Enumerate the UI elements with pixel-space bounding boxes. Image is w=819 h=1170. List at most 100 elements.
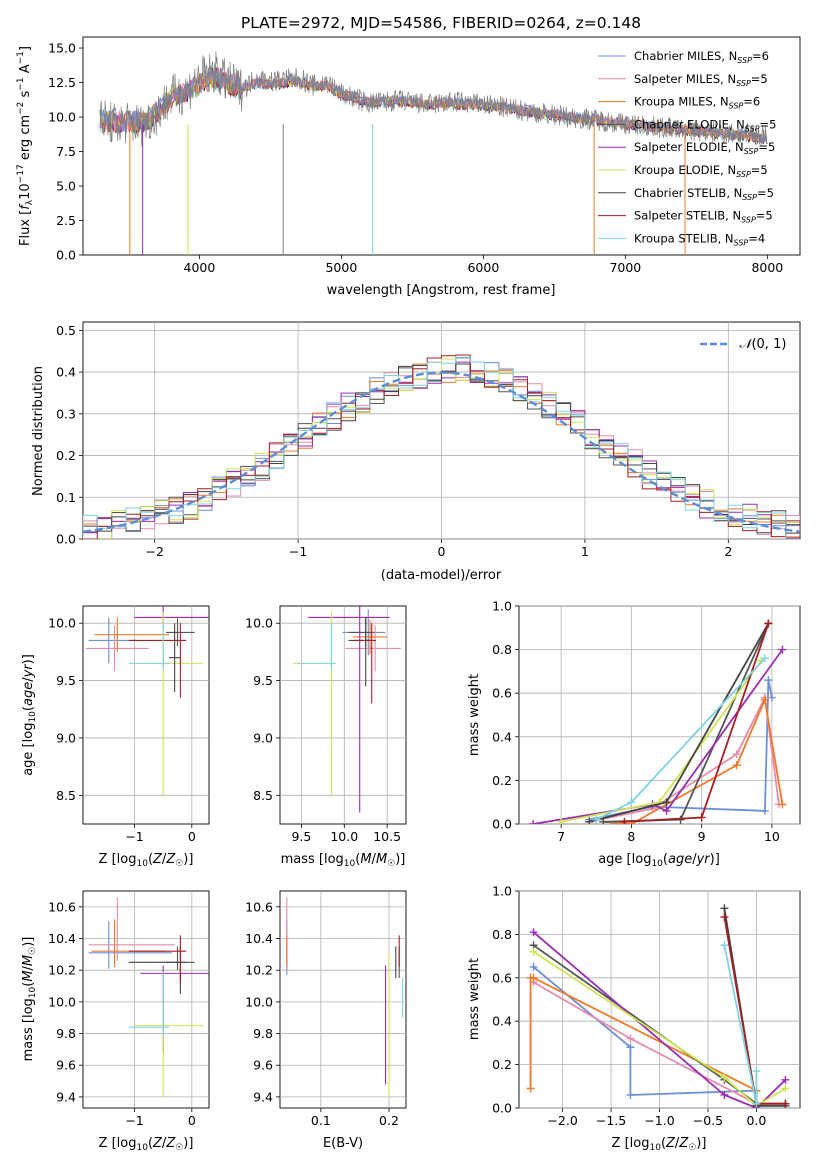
- mass-weight-marker: [592, 815, 601, 824]
- mass-weight-marker: [529, 820, 538, 824]
- mass-weight-vs-z-panel: −2.0 −1.5 −1.0 −0.5 0.0 0.0 0.2 0.4 0.6 0.8 1.0 Z …: [467, 884, 801, 1153]
- mass-weight-marker: [720, 941, 729, 950]
- mass-weight-marker: [760, 695, 769, 704]
- x-tick-label: 9: [698, 829, 706, 844]
- y-tick-label: 5.0: [56, 179, 76, 194]
- y-tick-label: 1.0: [492, 884, 512, 899]
- y-tick-label: 9.0: [253, 730, 273, 745]
- x-tick-label: −2.0: [547, 1113, 577, 1128]
- legend-entry-label: Salpeter MILES, NSSP=5: [634, 72, 768, 88]
- mass-weight-line: [723, 908, 786, 1107]
- mass-vs-z-ylabel: mass [log10(M/M☉)]: [21, 937, 38, 1062]
- y-tick-label: 0.1: [56, 490, 76, 505]
- mass-weight-marker: [529, 928, 538, 937]
- errorbar-point: [345, 625, 401, 672]
- errorbar-point: [94, 617, 169, 652]
- x-tick-label: −1: [125, 1113, 143, 1128]
- y-tick-label: 8.5: [253, 788, 273, 803]
- y-tick-label: 2.5: [56, 213, 76, 228]
- y-tick-label: 10.0: [48, 994, 76, 1009]
- mass-weight-marker: [529, 962, 538, 971]
- y-tick-label: 0.3: [56, 406, 76, 421]
- y-tick-label: 9.8: [253, 1026, 273, 1041]
- y-tick-label: 0.0: [56, 248, 76, 263]
- errorbar-point: [354, 623, 376, 704]
- y-tick-label: 0.2: [492, 773, 512, 788]
- mass-weight-vs-age-ylabel: mass weight: [467, 674, 482, 756]
- x-tick-label: −1.5: [596, 1113, 626, 1128]
- mass-weight-line: [532, 649, 784, 824]
- y-tick-label: 0.8: [492, 927, 512, 942]
- mass-weight-line: [595, 657, 766, 821]
- y-tick-label: 0.2: [56, 448, 76, 463]
- mass-weight-marker: [781, 1075, 790, 1084]
- mass-weight-marker: [760, 806, 769, 815]
- residual-legend: 𝒩(0, 1): [700, 337, 786, 352]
- mass-weight-marker: [778, 645, 787, 654]
- mass-weight-line: [532, 931, 787, 1108]
- errorbar-point: [91, 919, 167, 968]
- y-tick-label: 8.5: [56, 788, 76, 803]
- y-tick-label: 0.0: [492, 817, 512, 832]
- spectrum-xlabel: wavelength [Angstrom, rest frame]: [327, 283, 556, 298]
- mass-weight-marker: [778, 800, 787, 809]
- errorbar-point: [297, 623, 336, 670]
- mass-weight-vs-age-xlabel: age [log10(age/yr)]: [598, 852, 720, 869]
- errorbar-point: [352, 619, 388, 655]
- mass-weight-marker: [767, 693, 776, 702]
- mass-weight-line: [603, 623, 770, 823]
- gaussian-reference-curve: [83, 371, 800, 533]
- mass-weight-marker: [529, 947, 538, 956]
- errorbar-point: [128, 935, 187, 983]
- mass-weight-marker: [781, 1099, 790, 1108]
- y-tick-label: 10.0: [245, 994, 273, 1009]
- age-vs-mass-xlabel: mass [log10(M/M☉)]: [281, 852, 406, 869]
- y-tick-label: 0.5: [56, 323, 76, 338]
- y-tick-label: 10.0: [48, 616, 76, 631]
- mass-weight-marker: [752, 1067, 761, 1076]
- y-tick-label: 10.4: [48, 931, 76, 946]
- mass-weight-marker: [557, 817, 566, 824]
- y-tick-label: 0.6: [492, 970, 512, 985]
- errorbar-point: [128, 623, 169, 670]
- mass-weight-marker: [626, 1043, 635, 1052]
- age-vs-mass-panel: 9.5 10.0 10.5 8.5 9.0 9.5 10.0 mass [log10(M/M…: [245, 605, 407, 869]
- x-tick-label: 0: [188, 829, 196, 844]
- x-tick-label: −1: [125, 829, 143, 844]
- y-tick-label: 9.6: [56, 1058, 76, 1073]
- mass-weight-marker: [662, 798, 671, 807]
- age-vs-z-xlabel: Z [log10(Z/Z☉)]: [99, 852, 194, 869]
- errorbar-point: [128, 623, 187, 698]
- figure-title: PLATE=2972, MJD=54586, FIBERID=0264, z=0…: [241, 14, 641, 32]
- x-tick-label: 5000: [325, 260, 357, 275]
- mass-weight-marker: [585, 817, 594, 824]
- y-tick-label: 9.0: [56, 730, 76, 745]
- y-tick-label: 0.2: [492, 1057, 512, 1072]
- mass-weight-marker: [620, 817, 629, 824]
- errorbar-point: [140, 965, 209, 1053]
- mass-weight-marker: [626, 1090, 635, 1099]
- x-tick-label: −2: [145, 544, 163, 559]
- mass-weight-vs-z-xlabel: Z [log10(Z/Z☉)]: [612, 1136, 707, 1153]
- mass-weight-line: [533, 981, 758, 1108]
- legend-entry-label: Salpeter ELODIE, NSSP=5: [634, 140, 775, 156]
- y-tick-label: 9.4: [253, 1089, 273, 1104]
- mass-vs-z-xlabel: Z [log10(Z/Z☉)]: [99, 1136, 194, 1153]
- y-tick-label: 12.5: [48, 75, 76, 90]
- x-tick-label: 0.0: [746, 1113, 766, 1128]
- y-tick-label: 10.0: [48, 110, 76, 125]
- y-tick-label: 0.4: [492, 1014, 512, 1029]
- legend-entry-label: Chabrier STELIB, NSSP=5: [634, 186, 774, 202]
- residual-xlabel: (data-model)/error: [381, 568, 502, 583]
- y-tick-label: 9.4: [56, 1089, 76, 1104]
- mass-weight-marker: [526, 1084, 535, 1093]
- y-tick-label: 9.5: [56, 673, 76, 688]
- errorbar-point: [88, 897, 175, 961]
- mass-vs-ebv-xlabel: E(B-V): [323, 1136, 363, 1151]
- x-tick-label: 4000: [184, 260, 216, 275]
- mass-weight-marker: [764, 676, 773, 685]
- legend-entry-label: Salpeter STELIB, NSSP=5: [634, 209, 773, 225]
- mass-weight-line: [533, 951, 786, 1107]
- y-tick-label: 0.4: [492, 729, 512, 744]
